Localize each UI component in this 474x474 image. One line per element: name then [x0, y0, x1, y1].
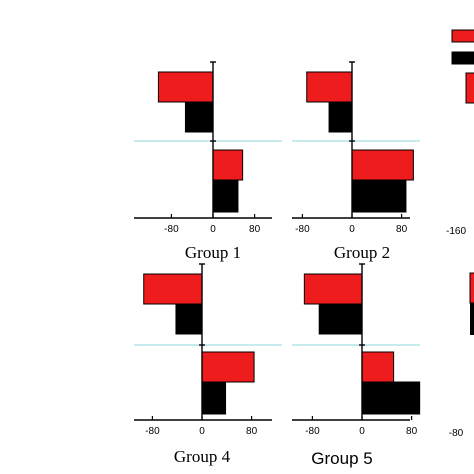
panel-1-x-tick-label-2: 80	[249, 224, 261, 235]
panel-3-bar-black-3	[201, 381, 227, 415]
panel-1-x-tick-label-0: -80	[164, 224, 179, 235]
partial-panel-bottom-bar-black	[470, 303, 474, 335]
panel-1-bar-black-1	[184, 101, 214, 133]
panel-4-title: Group 5	[311, 449, 372, 468]
panel-2-x-tick-label-2: 80	[396, 224, 408, 235]
panel-1-x-tick-label-1: 0	[210, 224, 216, 235]
panel-1-bar-black-3	[212, 179, 239, 213]
partial-axis-label-bottom: -80	[449, 428, 464, 439]
panel-2-bar-red-2	[351, 149, 414, 181]
legend-black-swatch	[451, 51, 474, 65]
panel-1-title: Group 1	[185, 243, 241, 262]
panel-4-bar-black-1	[318, 303, 363, 335]
partial-panel-top-bar	[465, 72, 474, 104]
panel-2-bar-black-3	[351, 179, 407, 213]
panel-2-x-tick-label-1: 0	[349, 224, 355, 235]
panel-4-x-tick-label-1: 0	[359, 426, 365, 437]
panel-2-bar-red-0	[306, 71, 353, 103]
panel-2-x-tick-label-0: -80	[295, 224, 310, 235]
panel-3-bar-black-1	[175, 303, 203, 335]
panel-3-title: Group 4	[174, 447, 231, 466]
panel-3-bar-red-0	[143, 273, 203, 305]
panel-3-x-tick-label-0: -80	[145, 426, 160, 437]
panel-4-bar-black-3	[361, 381, 421, 415]
panel-4-bar-red-2	[361, 351, 395, 383]
partial-axis-label-top: -160	[446, 226, 466, 237]
panel-4-x-tick-label-0: -80	[305, 426, 320, 437]
panel-2-bar-black-1	[328, 101, 353, 133]
panel-4-bar-red-0	[303, 273, 363, 305]
panel-3-bar-red-2	[201, 351, 255, 383]
panel-4-x-tick-label-2: 80	[406, 426, 418, 437]
legend-red-swatch	[451, 29, 474, 43]
panel-1-bar-red-0	[157, 71, 214, 103]
panel-3-x-tick-label-2: 80	[246, 426, 258, 437]
panel-2-title: Group 2	[334, 243, 390, 262]
panel-1-bar-red-2	[212, 149, 244, 181]
panel-3-x-tick-label-1: 0	[199, 426, 205, 437]
partial-panel-bottom-bar-red	[469, 272, 474, 304]
